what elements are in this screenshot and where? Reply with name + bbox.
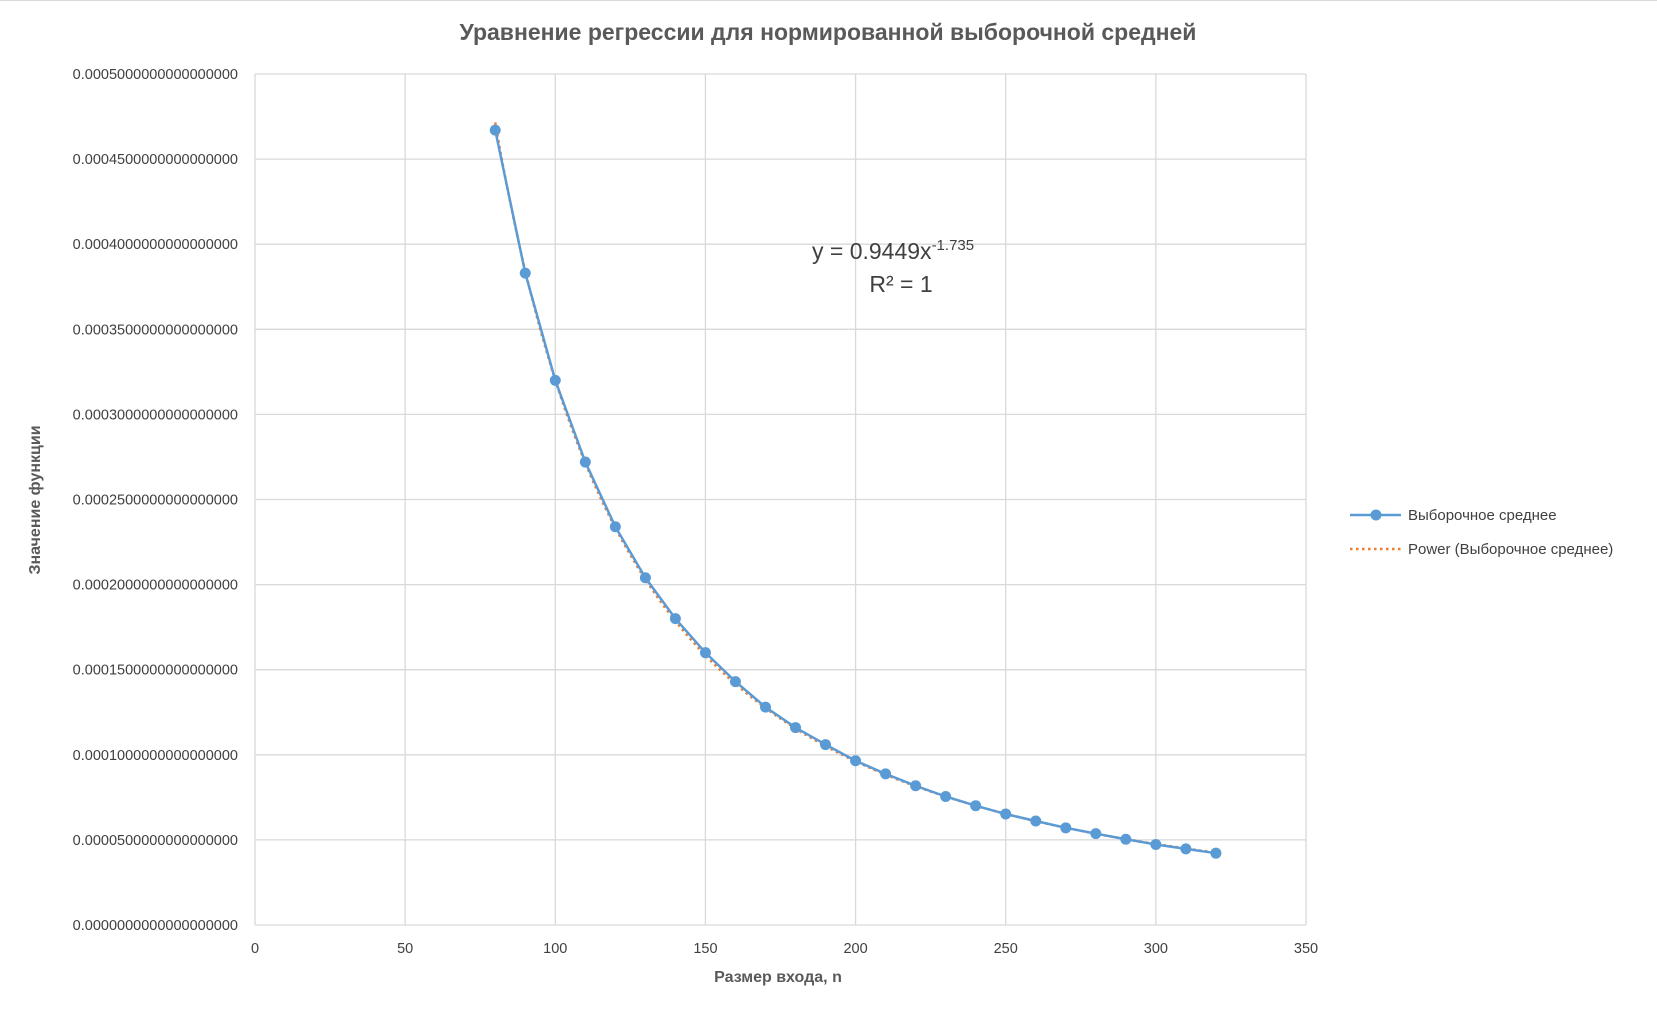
x-tick-label: 350 — [1294, 941, 1318, 957]
y-tick-label: 0.0001500000000000000 — [73, 663, 238, 679]
data-point — [729, 676, 741, 688]
data-point — [820, 739, 832, 751]
x-tick-label: 300 — [1144, 941, 1168, 957]
x-tick-label: 250 — [994, 941, 1018, 957]
legend-series-label: Выборочное среднее — [1408, 507, 1557, 524]
data-point — [850, 755, 862, 767]
data-point — [1150, 838, 1162, 850]
y-tick-label: 0.0003500000000000000 — [73, 322, 238, 338]
series-markers — [489, 124, 1222, 859]
data-point — [1090, 828, 1102, 840]
data-point — [1210, 847, 1222, 859]
gridlines — [254, 73, 1307, 926]
data-point — [639, 572, 651, 584]
data-point — [880, 768, 892, 780]
y-tick-label: 0.0002500000000000000 — [73, 493, 238, 509]
data-point — [1060, 822, 1072, 834]
y-tick-label: 0.0000500000000000000 — [73, 833, 238, 849]
legend-trendline-label: Power (Выборочное среднее) — [1408, 541, 1613, 558]
x-tick-label: 100 — [543, 941, 567, 957]
y-axis-ticks: 0.0000000000000000000 0.00005000000000000… — [73, 67, 238, 934]
x-tick-label: 150 — [693, 941, 717, 957]
x-tick-label: 200 — [843, 941, 867, 957]
data-point — [1000, 808, 1012, 820]
x-tick-label: 0 — [251, 941, 259, 957]
data-point — [489, 124, 501, 136]
y-tick-label: 0.0004000000000000000 — [73, 237, 238, 253]
data-point — [579, 456, 591, 468]
y-tick-label: 0.0002000000000000000 — [73, 578, 238, 594]
legend-item-trendline[interactable]: Power (Выборочное среднее) — [1350, 541, 1613, 558]
data-point — [1030, 815, 1042, 827]
trendline-equation: y = 0.9449x-1.735 — [812, 237, 974, 264]
legend-item-series[interactable]: Выборочное среднее — [1350, 507, 1557, 524]
data-point — [1120, 833, 1132, 845]
equation-exponent: -1.735 — [932, 237, 975, 254]
x-axis-title: Размер входа, n — [714, 969, 842, 986]
data-point — [519, 267, 531, 279]
data-point — [970, 800, 982, 812]
data-point — [549, 374, 561, 386]
x-tick-label: 50 — [397, 941, 413, 957]
y-tick-label: 0.0003000000000000000 — [73, 407, 238, 423]
data-point — [699, 647, 711, 659]
legend-series-marker — [1370, 509, 1382, 521]
data-point — [609, 521, 621, 533]
legend: Выборочное среднее Power (Выборочное сре… — [1350, 507, 1613, 558]
r-squared: R² = 1 — [869, 271, 932, 297]
y-axis-title: Значение функции — [27, 425, 44, 574]
data-point — [910, 780, 922, 792]
data-point — [669, 613, 681, 625]
y-tick-label: 0.0001000000000000000 — [73, 748, 238, 764]
y-tick-label: 0.0000000000000000000 — [73, 918, 238, 934]
equation-base: y = 0.9449x — [812, 238, 932, 264]
top-border — [0, 0, 1657, 1]
y-tick-label: 0.0004500000000000000 — [73, 152, 238, 168]
y-tick-label: 0.0005000000000000000 — [73, 67, 238, 83]
data-point — [940, 790, 952, 802]
data-point — [1180, 843, 1192, 855]
x-axis-ticks: 0 50 100 150 200 250 300 350 — [251, 941, 1318, 957]
data-point — [790, 722, 802, 734]
chart-title: Уравнение регрессии для нормированной вы… — [460, 19, 1197, 45]
data-point — [759, 701, 771, 713]
